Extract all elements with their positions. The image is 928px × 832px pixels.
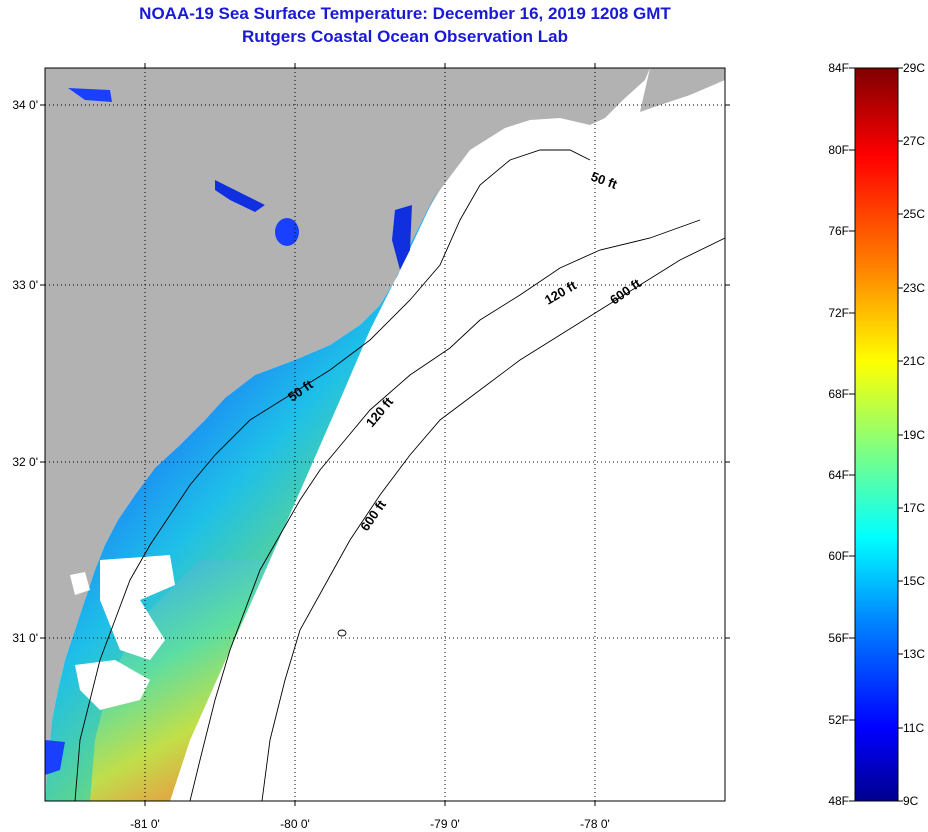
cb-label-56f: 56F: [828, 631, 849, 645]
colorbar-fahrenheit-labels: 84F 80F 76F 72F 68F 64F 60F 56F 52F 48F: [828, 61, 849, 808]
cloud-patch-3: [70, 572, 90, 595]
axis-ticks: [40, 63, 730, 806]
longitude-labels: -81 0' -80 0' -79 0' -78 0': [130, 817, 610, 831]
sst-swath-south: [90, 560, 270, 801]
lat-label-32: 32 0': [12, 455, 38, 469]
cb-label-76f: 76F: [828, 224, 849, 238]
colorbar-celsius-labels: 29C 27C 25C 23C 21C 19C 17C 15C 13C 11C …: [903, 61, 925, 808]
cb-label-21c: 21C: [903, 354, 925, 368]
inland-water-north: [215, 180, 265, 212]
cb-label-52f: 52F: [828, 713, 849, 727]
graticule: [45, 68, 725, 801]
map-subtitle: Rutgers Coastal Ocean Observation Lab: [242, 27, 568, 46]
map-area: 50 ft 50 ft 120 ft 120 ft 600 ft 600 ft: [45, 68, 725, 801]
cb-label-19c: 19C: [903, 428, 925, 442]
contour-120ft: [189, 219, 701, 801]
lon-label-80: -80 0': [280, 817, 310, 831]
inland-water-southwest: [45, 740, 65, 775]
inland-water-river: [392, 205, 412, 270]
map-title: NOAA-19 Sea Surface Temperature: Decembe…: [139, 4, 671, 23]
colorbar: 84F 80F 76F 72F 68F 64F 60F 56F 52F 48F …: [828, 61, 925, 808]
inland-lake: [275, 218, 299, 246]
cb-label-17c: 17C: [903, 501, 925, 515]
cb-label-13c: 13C: [903, 647, 925, 661]
land-northeast: [640, 68, 725, 112]
lat-label-33: 33 0': [12, 278, 38, 292]
cb-label-23c: 23C: [903, 281, 925, 295]
cloud-patch-1: [100, 555, 175, 660]
cloud-patch-2: [75, 660, 150, 710]
cb-label-72f: 72F: [828, 306, 849, 320]
colorbar-ticks: [849, 67, 903, 802]
cb-label-29c: 29C: [903, 61, 925, 75]
latitude-labels: 34 0' 33 0' 32 0' 31 0': [12, 98, 38, 645]
depth-contours: [74, 149, 725, 801]
cb-label-25c: 25C: [903, 207, 925, 221]
contour-50ft: [74, 149, 591, 801]
cb-label-27c: 27C: [903, 134, 925, 148]
cb-label-48f: 48F: [828, 794, 849, 808]
lon-label-79: -79 0': [430, 817, 460, 831]
lon-label-78: -78 0': [580, 817, 610, 831]
cb-label-68f: 68F: [828, 387, 849, 401]
cb-label-9c: 9C: [903, 794, 919, 808]
map-frame: [44, 67, 726, 802]
lat-label-31: 31 0': [12, 631, 38, 645]
inland-water-topleft: [68, 88, 112, 102]
cb-label-15c: 15C: [903, 574, 925, 588]
land-mass: [45, 68, 650, 801]
seamount-contour: [337, 629, 347, 637]
cb-label-60f: 60F: [828, 549, 849, 563]
contour-600ft: [261, 237, 725, 801]
cb-label-11c: 11C: [903, 721, 924, 735]
lat-label-34: 34 0': [12, 98, 38, 112]
cb-label-80f: 80F: [828, 143, 849, 157]
cb-label-64f: 64F: [828, 468, 849, 482]
cb-label-84f: 84F: [828, 61, 849, 75]
colorbar-gradient: [854, 67, 899, 802]
lon-label-81: -81 0': [130, 817, 160, 831]
